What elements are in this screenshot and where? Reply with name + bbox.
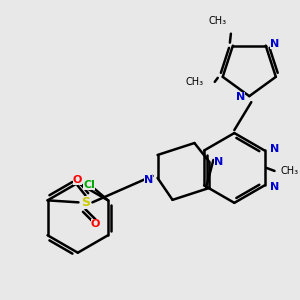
Text: Cl: Cl [83, 180, 95, 190]
Text: O: O [73, 176, 82, 185]
Text: N: N [214, 157, 223, 167]
Text: CH₃: CH₃ [209, 16, 227, 26]
Text: N: N [144, 175, 153, 185]
Text: N: N [270, 39, 279, 49]
Text: N: N [236, 92, 245, 102]
Text: CH₃: CH₃ [280, 166, 298, 176]
Text: O: O [91, 219, 100, 229]
Text: N: N [270, 182, 279, 192]
Text: CH₃: CH₃ [186, 77, 204, 87]
Text: N: N [270, 143, 279, 154]
Text: S: S [81, 196, 90, 209]
